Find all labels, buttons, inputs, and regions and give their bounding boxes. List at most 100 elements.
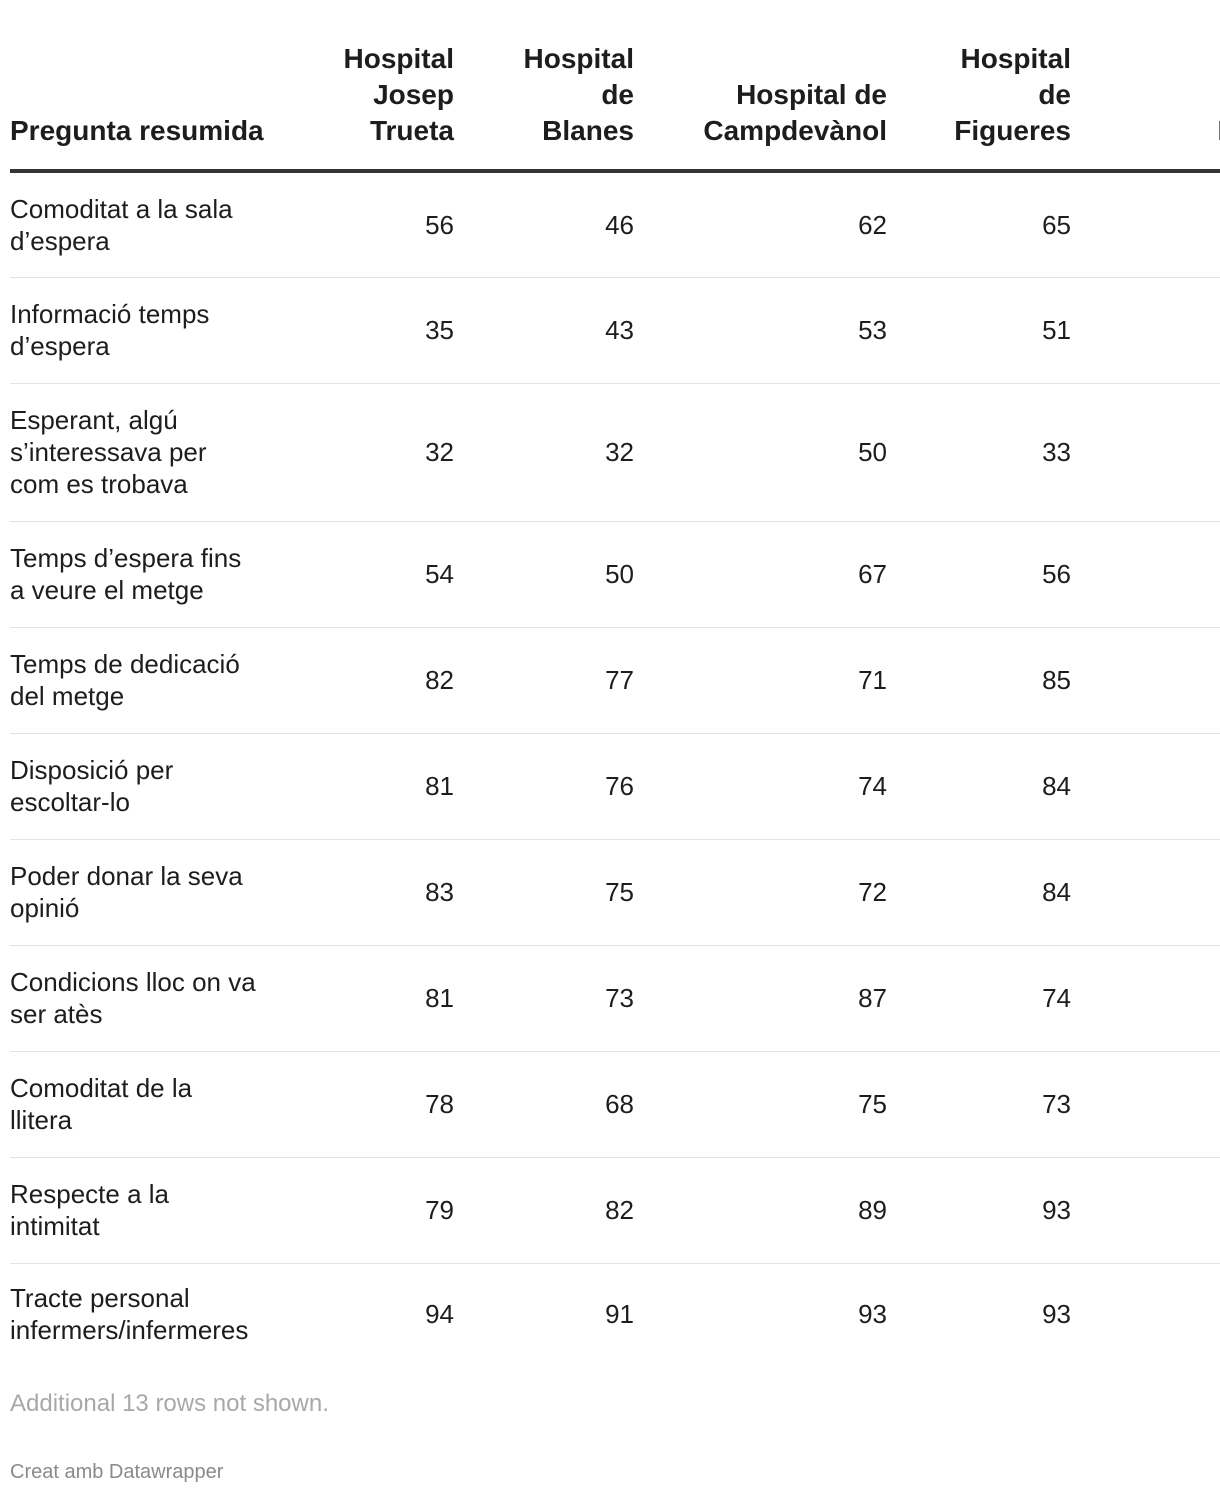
question-line: Comoditat a la sala	[10, 193, 233, 224]
value-cell	[1071, 521, 1220, 628]
value-cell: 50	[454, 521, 634, 628]
question-cell: Condicions lloc on va ser atès	[10, 945, 278, 1052]
question-line: Esperant, algú	[10, 405, 178, 435]
header-line: Trueta	[369, 115, 454, 146]
value-cell: 56	[278, 171, 454, 278]
header-line: de	[601, 79, 634, 110]
value-cell	[1071, 1051, 1220, 1158]
value-cell: 82	[278, 627, 454, 734]
header-line: Josep	[373, 79, 454, 110]
question-line: Comoditat de la	[10, 1073, 193, 1103]
value-cell: 46	[454, 171, 634, 278]
value-cell: 82	[454, 1157, 634, 1264]
value-cell: 94	[425, 1299, 454, 1330]
column-header-hospital[interactable]: Hospital Josep Trueta	[278, 0, 454, 173]
question-line: llitera	[10, 1105, 73, 1135]
value-cell: 93	[858, 1299, 887, 1330]
header-line: Hospital	[960, 43, 1071, 74]
question-line: a veure el metge	[10, 575, 204, 605]
question-line: Respecte a la	[10, 1179, 169, 1209]
header-line: Pregunta resumida	[10, 115, 264, 146]
question-line: intimitat	[10, 1211, 100, 1241]
question-cell: Informació temps d’espera	[10, 277, 278, 384]
header-line: Campdevànol	[703, 115, 887, 146]
table-container: Pregunta resumida Hospital Josep Trueta Hosp…	[10, 0, 1220, 1365]
value-cell: 93	[887, 1157, 1071, 1264]
value-cell: 68	[454, 1051, 634, 1158]
question-line: Poder donar la seva	[10, 861, 243, 891]
header-line: de	[1038, 79, 1071, 110]
value-cell: 76	[454, 733, 634, 840]
column-header-hospital[interactable]: Hospital de Blanes	[454, 0, 634, 173]
value-cell	[1071, 277, 1220, 384]
table-row: Comoditat de la llitera 78 68 75 73	[10, 1051, 1220, 1158]
value-cell: 54	[278, 521, 454, 628]
value-cell: 93	[1042, 1299, 1071, 1330]
question-cell: Comoditat de la llitera	[10, 1051, 278, 1158]
value-cell: 91	[605, 1299, 634, 1330]
column-header-question[interactable]: Pregunta resumida	[10, 0, 278, 173]
value-cell: 84	[887, 839, 1071, 946]
column-header-hospital[interactable]: HospPalam	[1071, 0, 1220, 173]
question-cell: Poder donar la seva opinió	[10, 839, 278, 946]
question-line: infermers/infermeres	[10, 1315, 249, 1346]
value-cell: 72	[634, 839, 887, 946]
column-header-hospital[interactable]: Hospital de Campdevànol	[634, 0, 887, 173]
table-row: Disposició per escoltar-lo 81 76 74 84	[10, 733, 1220, 840]
value-cell: 50	[634, 383, 887, 522]
question-line: d’espera	[10, 331, 110, 361]
question-cell: Temps de dedicació del metge	[10, 627, 278, 734]
header-row: Pregunta resumida Hospital Josep Trueta Hosp…	[10, 0, 1220, 173]
table-row: Informació temps d’espera 35 43 53 51	[10, 277, 1220, 384]
value-cell	[1071, 1157, 1220, 1264]
value-cell: 73	[887, 1051, 1071, 1158]
value-cell	[1071, 383, 1220, 522]
value-cell: 78	[278, 1051, 454, 1158]
value-cell	[1071, 627, 1220, 734]
value-cell: 56	[887, 521, 1071, 628]
table-notes: Additional 13 rows not shown.	[10, 1390, 329, 1417]
value-cell	[1071, 945, 1220, 1052]
question-cell: Respecte a la intimitat	[10, 1157, 278, 1264]
value-cell: 53	[634, 277, 887, 384]
table-row: Temps d’espera fins a veure el metge 54 50 6…	[10, 521, 1220, 628]
value-cell	[1071, 733, 1220, 840]
table-row: Tracte personal infermers/infermeres 94 91 9…	[10, 1263, 1220, 1365]
value-cell: 43	[454, 277, 634, 384]
value-cell: 85	[887, 627, 1071, 734]
question-line: Disposició per	[10, 755, 174, 785]
value-cell: 67	[634, 521, 887, 628]
header-line: Blanes	[542, 115, 634, 146]
column-header-hospital[interactable]: Hospital de Figueres	[887, 0, 1071, 173]
value-cell: 35	[278, 277, 454, 384]
value-cell	[1071, 1263, 1220, 1365]
value-cell: 81	[278, 945, 454, 1052]
value-cell: 75	[634, 1051, 887, 1158]
header-line: Palam	[1218, 115, 1220, 146]
value-cell	[1071, 171, 1220, 278]
data-table: Pregunta resumida Hospital Josep Trueta Hosp…	[10, 0, 1220, 1365]
value-cell: 81	[278, 733, 454, 840]
header-line: Figueres	[954, 115, 1071, 146]
table-body: Comoditat a la sala d’espera 56 46 62 65 Infor…	[10, 171, 1220, 1365]
header-line: Hospital de	[736, 79, 887, 110]
credit-link[interactable]: Creat amb Datawrapper	[10, 1461, 224, 1483]
value-cell: 65	[887, 171, 1071, 278]
value-cell: 89	[634, 1157, 887, 1264]
question-line: Temps d’espera fins	[10, 543, 242, 573]
table-row: Temps de dedicació del metge 82 77 71 85	[10, 627, 1220, 734]
value-cell: 77	[454, 627, 634, 734]
value-cell	[1071, 839, 1220, 946]
question-line: s’interessava per	[10, 437, 207, 467]
value-cell: 83	[278, 839, 454, 946]
value-cell: 87	[634, 945, 887, 1052]
table-row: Condicions lloc on va ser atès 81 73 87 74	[10, 945, 1220, 1052]
value-cell: 74	[887, 945, 1071, 1052]
header-line: Hospital	[523, 43, 634, 74]
value-cell: 79	[278, 1157, 454, 1264]
question-line: com es trobava	[10, 469, 188, 499]
question-cell: Esperant, algú s’interessava per com es tr…	[10, 383, 278, 522]
value-cell: 32	[278, 383, 454, 522]
question-cell: Disposició per escoltar-lo	[10, 733, 278, 840]
value-cell: 51	[887, 277, 1071, 384]
